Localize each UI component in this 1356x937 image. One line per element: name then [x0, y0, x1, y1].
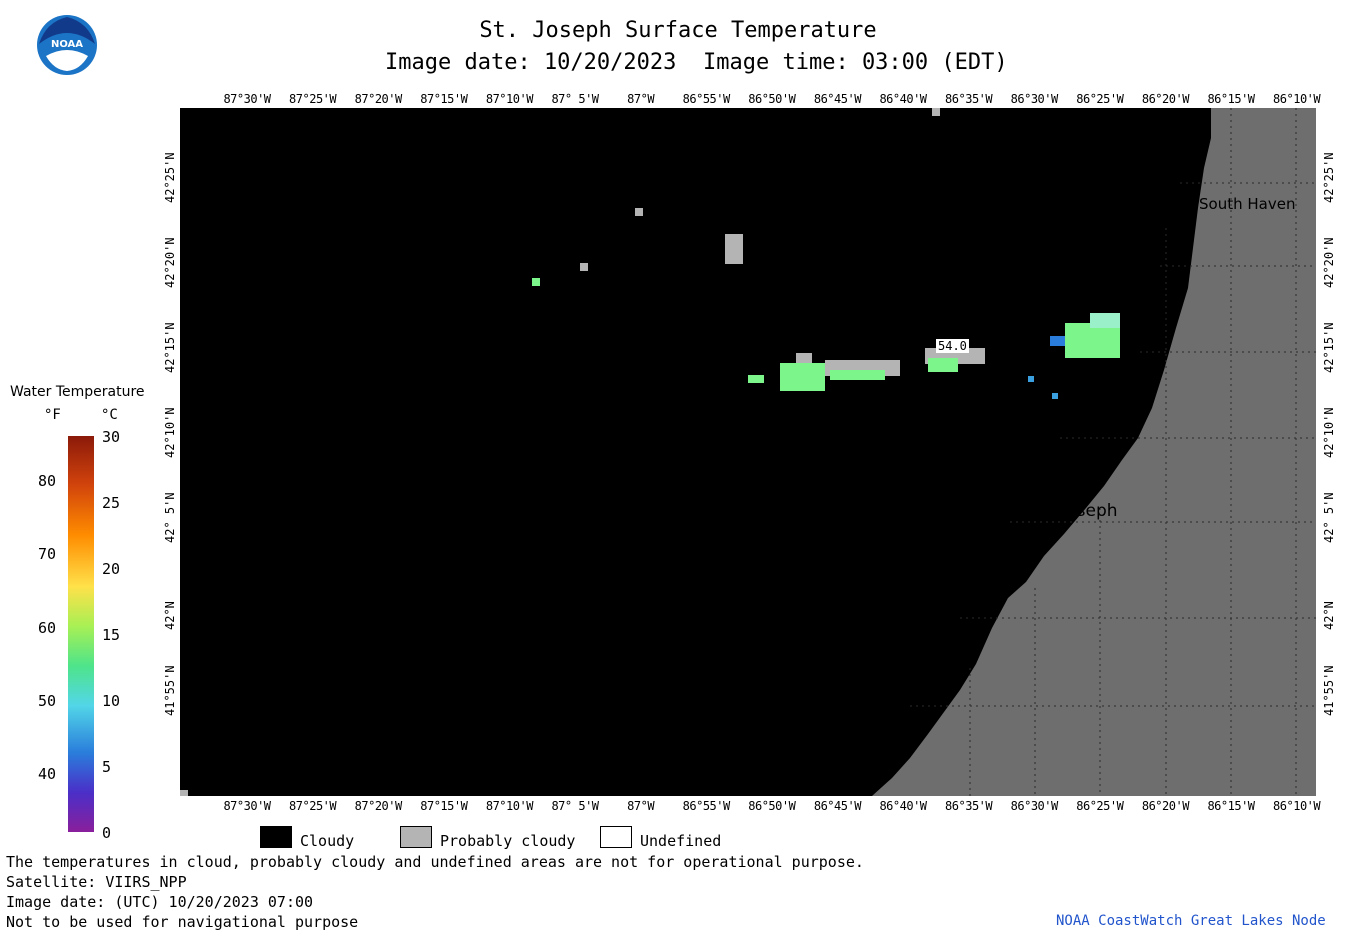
lon-label-bottom: 86°45'W: [813, 799, 862, 813]
lon-label-bottom: 86°20'W: [1141, 799, 1190, 813]
lon-label-bottom: 86°35'W: [945, 799, 993, 813]
image-date: Image date: 10/20/2023: [385, 50, 677, 75]
lon-label-top: 86°30'W: [1010, 92, 1059, 106]
legend-swatch-cloudy: [260, 826, 292, 848]
legend-swatch-undefined: [600, 826, 632, 848]
page-title: St. Joseph Surface Temperature: [479, 18, 877, 43]
lat-label-right: 42°N: [1322, 601, 1336, 630]
svg-text:NOAA: NOAA: [51, 39, 83, 50]
footer-note: The temperatures in cloud, probably clou…: [6, 853, 864, 871]
lat-label-right: 42°25'N: [1322, 152, 1336, 203]
grid-lines: [910, 108, 1316, 796]
lon-label-bottom: 86°50'W: [748, 799, 796, 813]
lon-label-top: 86°20'W: [1141, 92, 1190, 106]
legend-swatch-probably-cloudy: [400, 826, 432, 848]
lon-label-top: 86°10'W: [1273, 92, 1321, 106]
place-label-st-joseph: St. Joseph: [1033, 501, 1118, 521]
lat-label-left: 42°10'N: [163, 407, 177, 458]
colorbar-tick-c: 10: [102, 692, 121, 710]
lat-label-left: 42°25'N: [163, 152, 177, 203]
lat-label-left: 42°N: [163, 601, 177, 630]
footer-disclaimer: Not to be used for navigational purpose: [6, 913, 359, 931]
footer-credit[interactable]: NOAA CoastWatch Great Lakes Node: [1056, 913, 1326, 929]
lon-label-bottom: 87°25'W: [289, 799, 337, 813]
lon-label-bottom: 87°W: [627, 799, 655, 813]
colorbar-tick-f: 60: [38, 618, 57, 637]
lon-label-top: 86°40'W: [879, 92, 927, 106]
colorbar-tick-f: 40: [38, 765, 57, 784]
lon-label-bottom: 86°25'W: [1076, 799, 1124, 813]
lat-label-right: 42°15'N: [1322, 322, 1336, 373]
noaa-logo: NOAA: [36, 14, 98, 76]
lon-label-bottom: 87°30'W: [223, 799, 271, 813]
colorbar-unit-f: °F: [44, 407, 61, 423]
lon-label-top: 87°25'W: [289, 92, 337, 106]
lon-label-bottom: 86°55'W: [682, 799, 731, 813]
lon-label-top: 86°45'W: [813, 92, 862, 106]
lon-label-top: 87°W: [627, 92, 655, 106]
colorbar-unit-c: °C: [101, 407, 118, 423]
lon-label-top: 87°20'W: [354, 92, 403, 106]
south-haven-marker: [1190, 185, 1200, 195]
lon-label-bottom: 86°15'W: [1207, 799, 1255, 813]
map-svg: [180, 108, 1316, 796]
lon-label-top: 86°35'W: [945, 92, 993, 106]
st-joseph-marker: [1031, 485, 1041, 495]
lat-label-right: 41°55'N: [1322, 665, 1336, 716]
colorbar-tick-f: 80: [38, 472, 57, 490]
map-value-label: 54.0: [936, 339, 969, 353]
lon-label-top: 87°15'W: [420, 92, 468, 106]
colorbar-tick-c: 0: [102, 824, 112, 842]
map-frame[interactable]: South Haven St. Joseph 54.0: [180, 108, 1316, 796]
lon-label-bottom: 87°20'W: [354, 799, 403, 813]
lon-label-bottom: 86°10'W: [1273, 799, 1321, 813]
colorbar-tick-f: 70: [38, 545, 57, 564]
colorbar-tick-c: 30: [102, 428, 121, 446]
legend-label-cloudy: Cloudy: [300, 832, 355, 850]
lon-label-top: 86°50'W: [748, 92, 796, 106]
lon-label-bottom: 86°40'W: [879, 799, 927, 813]
lon-label-bottom: 87°15'W: [420, 799, 468, 813]
land-area: [872, 108, 1316, 796]
legend-label-undefined: Undefined: [640, 832, 722, 850]
lon-label-top: 86°15'W: [1207, 92, 1255, 106]
lon-label-top: 87° 5'W: [551, 92, 599, 106]
lat-label-left: 42°15'N: [163, 322, 177, 373]
footer-image-date: Image date: (UTC) 10/20/2023 07:00: [6, 893, 314, 911]
footer-satellite: Satellite: VIIRS_NPP: [6, 873, 187, 891]
place-label-south-haven: South Haven: [1199, 195, 1296, 213]
lat-label-right: 42°20'N: [1322, 237, 1336, 288]
lat-label-right: 42° 5'N: [1322, 492, 1336, 543]
lon-label-top: 86°55'W: [682, 92, 731, 106]
colorbar-tick-f: 50: [38, 692, 57, 710]
lon-label-top: 86°25'W: [1076, 92, 1124, 106]
colorbar-tick-c: 15: [102, 626, 121, 644]
lon-label-top: 87°30'W: [223, 92, 271, 106]
lon-label-bottom: 87° 5'W: [551, 799, 599, 813]
colorbar-tick-c: 25: [102, 494, 121, 512]
lat-label-left: 42°20'N: [163, 237, 177, 288]
lat-label-left: 41°55'N: [163, 665, 177, 716]
lon-label-bottom: 87°10'W: [485, 799, 534, 813]
colorbar-tick-c: 5: [102, 758, 112, 776]
lon-label-bottom: 86°30'W: [1010, 799, 1059, 813]
colorbar-tick-c: 20: [102, 560, 121, 578]
colorbar-title: Water Temperature: [10, 384, 145, 400]
lat-label-right: 42°10'N: [1322, 407, 1336, 458]
lat-label-left: 42° 5'N: [163, 492, 177, 543]
legend-label-probably-cloudy: Probably cloudy: [440, 832, 576, 850]
sst-patches: [180, 108, 1120, 796]
image-time: Image time: 03:00 (EDT): [703, 50, 1008, 75]
colorbar: [68, 436, 94, 832]
lon-label-top: 87°10'W: [485, 92, 534, 106]
